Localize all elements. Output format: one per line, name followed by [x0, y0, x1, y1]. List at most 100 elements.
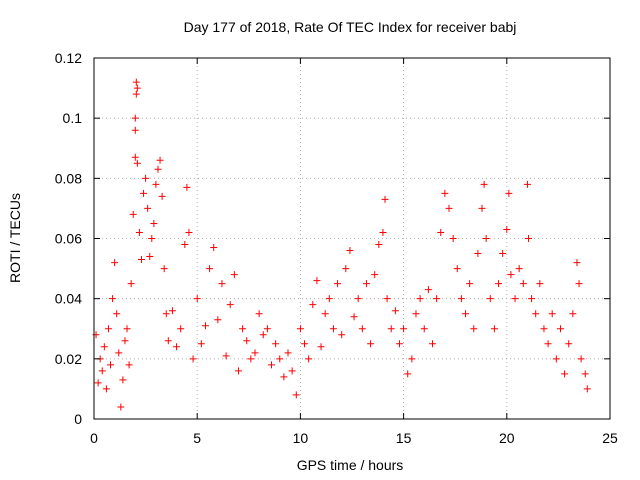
data-point: [259, 331, 267, 339]
data-point: [121, 337, 129, 345]
y-tick-label: 0.12: [55, 50, 82, 66]
data-point: [536, 280, 544, 288]
data-point: [400, 325, 408, 333]
x-tick-label: 10: [293, 430, 309, 446]
data-point: [292, 391, 300, 399]
data-point: [424, 286, 432, 294]
data-point: [230, 271, 238, 279]
y-tick-label: 0.02: [55, 351, 82, 367]
x-tick-label: 15: [396, 430, 412, 446]
data-point: [499, 250, 507, 258]
data-point: [133, 84, 141, 92]
data-point: [470, 325, 478, 333]
data-point: [152, 180, 160, 188]
data-point: [127, 280, 135, 288]
data-point: [445, 204, 453, 212]
data-point: [133, 159, 141, 167]
ticks-layer: [93, 57, 611, 420]
data-point: [206, 265, 214, 273]
data-point: [137, 256, 145, 264]
data-point: [482, 235, 490, 242]
data-point: [305, 355, 313, 363]
x-tick-label: 0: [90, 430, 98, 446]
data-point: [255, 310, 263, 318]
data-point: [387, 325, 395, 333]
data-point: [515, 265, 523, 273]
data-point: [131, 114, 139, 122]
data-point: [416, 295, 424, 303]
data-point: [104, 325, 112, 333]
data-point: [296, 325, 304, 333]
data-point: [214, 316, 222, 324]
data-point: [173, 343, 181, 351]
data-point: [437, 228, 445, 236]
data-point: [556, 325, 564, 333]
data-point: [362, 280, 370, 288]
data-point: [552, 355, 560, 363]
data-point: [367, 340, 375, 348]
x-tick-labels: 0 5 10 15 20 25: [90, 430, 618, 446]
data-point: [193, 295, 201, 303]
data-point: [317, 343, 325, 351]
plot-frame: [93, 57, 611, 420]
data-point: [102, 385, 110, 393]
chart-title: Day 177 of 2018, Rate Of TEC Index for r…: [184, 19, 517, 35]
data-point: [313, 277, 321, 285]
data-point: [433, 295, 441, 303]
data-point: [480, 180, 488, 188]
data-point: [532, 310, 540, 318]
data-point: [284, 349, 292, 357]
data-point: [201, 322, 209, 330]
data-point: [243, 337, 251, 345]
data-point: [540, 325, 548, 333]
data-point: [135, 228, 143, 236]
data-point: [490, 325, 498, 333]
data-point: [144, 204, 152, 212]
data-point: [474, 250, 482, 258]
data-point: [160, 265, 168, 273]
y-axis-label: ROTI / TECUs: [7, 193, 23, 283]
data-point: [247, 355, 255, 363]
data-point: [375, 241, 383, 249]
data-point: [428, 340, 436, 348]
data-point: [98, 367, 106, 375]
data-point: [528, 295, 536, 303]
x-tick-label: 25: [602, 430, 618, 446]
data-point: [280, 373, 288, 381]
data-point: [132, 78, 140, 86]
data-point: [395, 340, 403, 348]
data-point: [109, 295, 117, 303]
data-point: [573, 259, 581, 267]
data-point: [548, 310, 556, 318]
data-point: [577, 355, 585, 363]
data-point: [466, 280, 474, 288]
data-point: [276, 355, 284, 363]
data-point: [222, 352, 230, 360]
data-point: [338, 331, 346, 339]
data-point: [346, 247, 354, 255]
y-tick-labels: 0 0.02 0.04 0.06 0.08 0.1 0.12: [55, 50, 82, 427]
data-point: [288, 367, 296, 375]
data-point: [507, 271, 515, 279]
x-axis-label: GPS time / hours: [297, 457, 404, 473]
data-point: [371, 271, 379, 279]
data-point: [565, 340, 573, 348]
data-point: [519, 280, 527, 288]
data-point: [511, 295, 519, 303]
data-point: [177, 325, 185, 333]
data-point: [197, 340, 205, 348]
y-tick-label: 0.04: [55, 291, 82, 307]
data-point: [117, 403, 125, 411]
data-point: [154, 165, 162, 173]
data-point: [131, 126, 139, 134]
data-point: [301, 340, 309, 348]
data-point: [583, 385, 591, 393]
data-point: [575, 280, 583, 288]
data-point: [226, 301, 234, 309]
data-point: [189, 355, 197, 363]
data-point: [107, 361, 115, 369]
data-point: [142, 174, 150, 182]
x-tick-label: 5: [193, 430, 201, 446]
x-tick-label: 20: [499, 430, 515, 446]
